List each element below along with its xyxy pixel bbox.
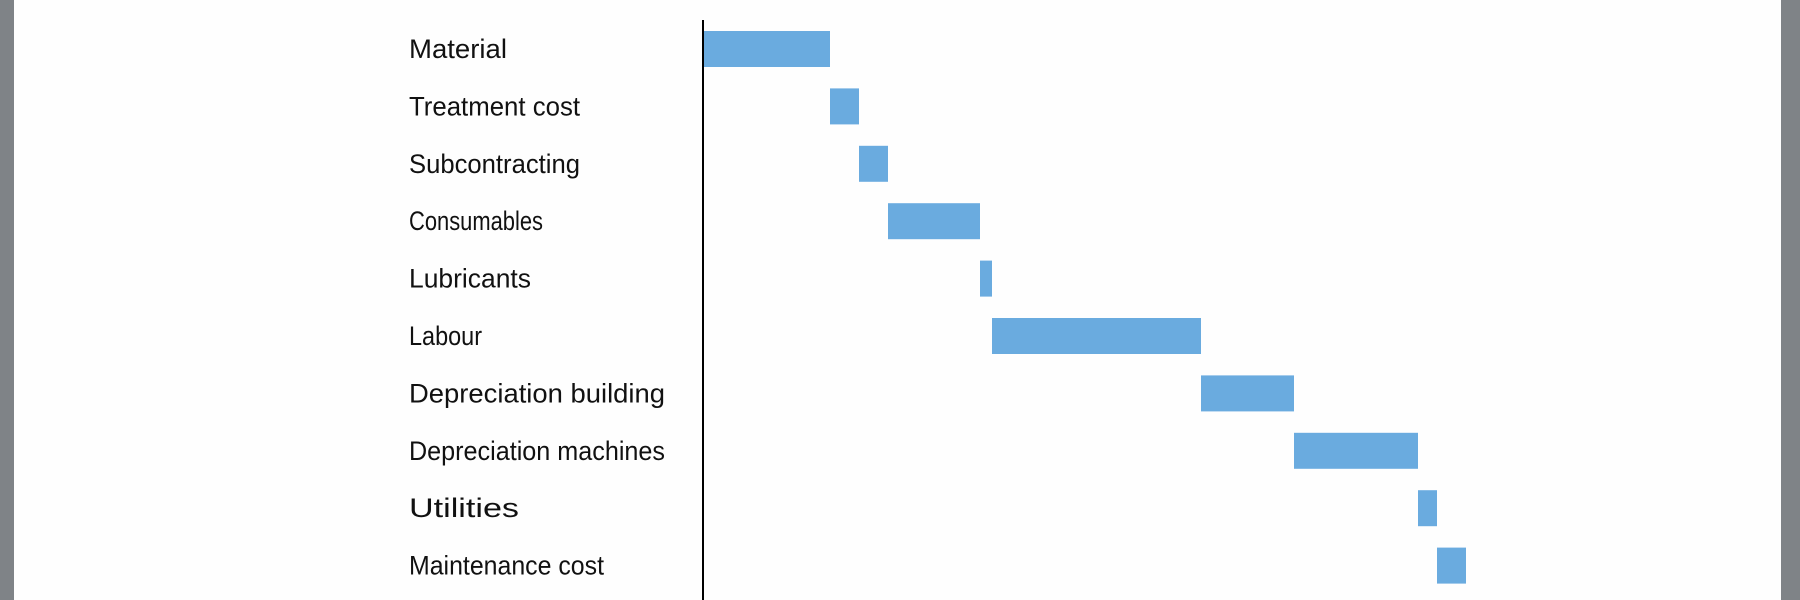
bar-depreciation-machines	[1294, 432, 1418, 469]
category-label: Depreciation machines	[409, 436, 665, 466]
category-label: Material	[409, 34, 507, 64]
bar-subcontracting	[859, 145, 888, 182]
bar-maintenance-cost	[1437, 547, 1466, 584]
category-label: Treatment cost	[409, 91, 580, 121]
chart-page: Material Treatment cost Subcontracting Cons…	[14, 0, 1781, 600]
bar-material	[704, 31, 830, 67]
waterfall-chart: Material Treatment cost Subcontracting Cons…	[409, 20, 1466, 600]
bar-depreciation-building	[1201, 375, 1294, 412]
bar-utilities	[1418, 490, 1437, 527]
bar-consumables	[888, 203, 980, 240]
category-label: Maintenance cost	[409, 551, 604, 581]
category-label: Labour	[409, 321, 482, 351]
bar-lubricants	[980, 260, 992, 297]
bar-treatment-cost	[830, 88, 859, 125]
category-label: Depreciation building	[409, 378, 665, 408]
category-label: Consumables	[409, 206, 543, 236]
category-label: Lubricants	[409, 264, 531, 294]
category-label: Subcontracting	[409, 149, 580, 179]
category-label: Utilities	[409, 493, 519, 523]
bar-labour	[992, 318, 1201, 354]
